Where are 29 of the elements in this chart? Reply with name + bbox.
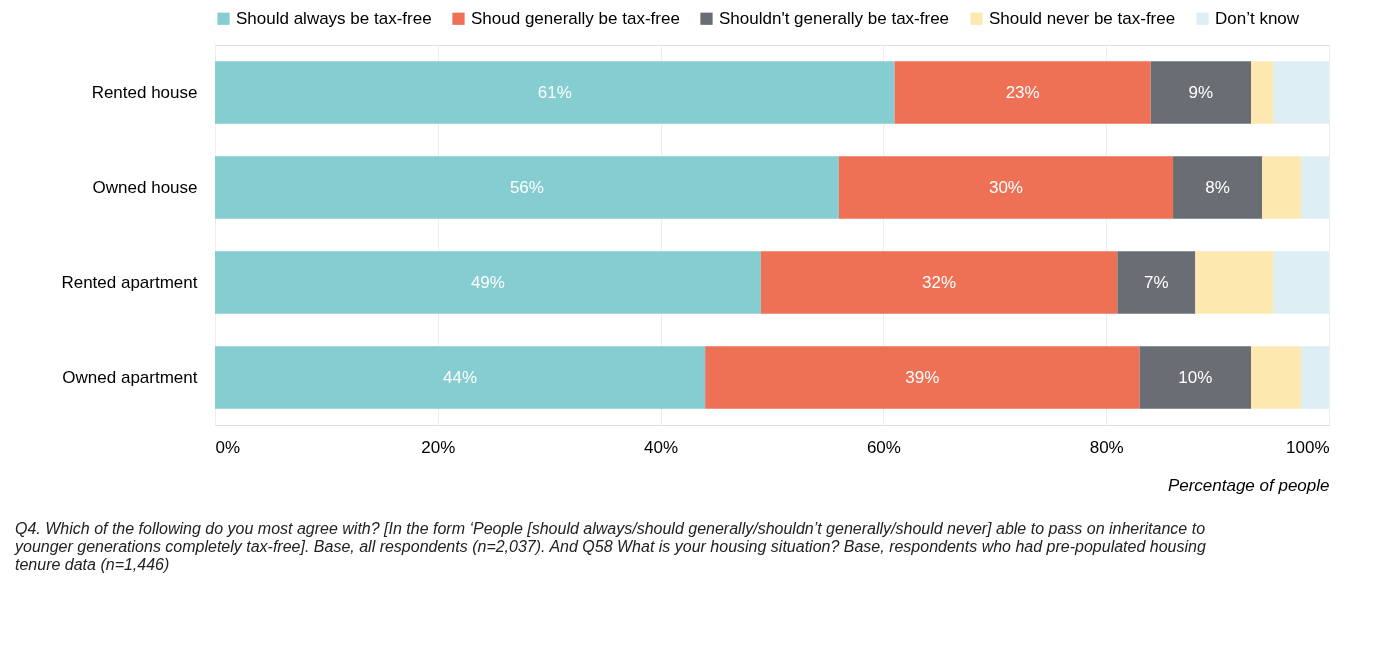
legend-label: Shoud generally be tax-free bbox=[471, 8, 680, 28]
data-label: 23% bbox=[1005, 82, 1040, 102]
x-tick-label: 20% bbox=[421, 437, 456, 457]
data-label: 8% bbox=[1205, 177, 1230, 197]
x-tick-label: 40% bbox=[644, 437, 679, 457]
data-label: 7% bbox=[1144, 272, 1169, 292]
data-label: 9% bbox=[1188, 82, 1214, 102]
legend-label: Should always be tax-free bbox=[236, 8, 432, 28]
x-tick-label: 60% bbox=[866, 437, 901, 457]
legend-label: Shouldn't generally be tax-free bbox=[719, 8, 950, 28]
x-tick-label: 80% bbox=[1089, 437, 1124, 457]
data-label: 49% bbox=[470, 272, 505, 292]
x-axis-title: Percentage of people bbox=[1167, 475, 1330, 495]
y-tick-label: Owned house bbox=[92, 177, 198, 197]
legend-label: Should never be tax-free bbox=[989, 8, 1176, 28]
y-tick-label: Rented apartment bbox=[61, 272, 198, 292]
x-tick-label: 100% bbox=[1286, 437, 1330, 457]
data-label: 39% bbox=[905, 367, 940, 387]
legend-label: Don’t know bbox=[1215, 8, 1300, 28]
data-label: 30% bbox=[988, 177, 1023, 197]
data-label: 56% bbox=[509, 177, 544, 197]
y-tick-label: Owned apartment bbox=[62, 367, 198, 387]
data-label: 32% bbox=[922, 272, 957, 292]
data-label: 10% bbox=[1178, 367, 1213, 387]
text: Q4. Which of the following do you most agree with? [In the form ‘People [should always/should generally/shouldn’t generally/should never] able to pass on inheritance to younger generations completely tax-free]. Base, all respondents (n=2,037). And Q58 What is your housing situation? Base, respondents who had pre-populated housing tenure data (n=1,446) bbox=[14, 520, 1206, 573]
y-tick-label: Rented house bbox=[91, 82, 198, 102]
x-tick-label: 0% bbox=[215, 437, 241, 457]
data-label: 61% bbox=[537, 82, 572, 102]
data-label: 44% bbox=[443, 367, 478, 387]
